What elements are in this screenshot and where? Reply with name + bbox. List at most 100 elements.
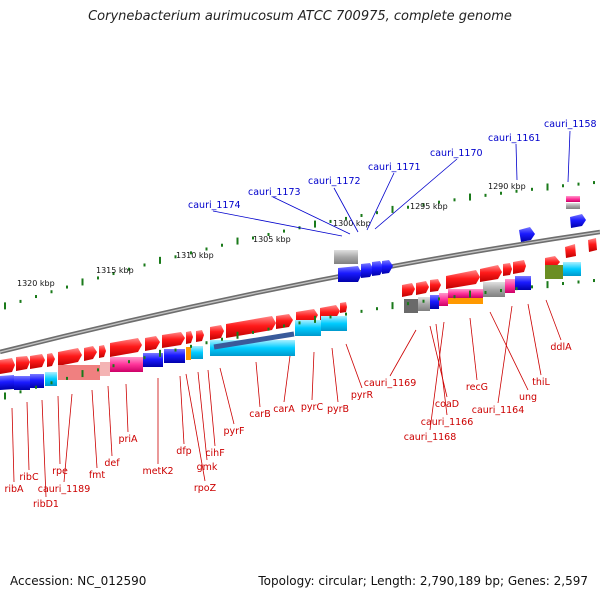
gene-arrow[interactable] [276,314,293,329]
gene-block[interactable] [45,372,57,386]
gene-block[interactable] [418,297,430,311]
gene-arrow[interactable] [162,332,185,348]
gene-arrow[interactable] [565,244,576,258]
gene-label[interactable]: cauri_1170 [430,148,483,159]
gene-arrow[interactable] [480,265,502,282]
gene-block[interactable] [30,374,44,388]
gene-label[interactable]: cauri_1171 [368,162,421,173]
gene-arrow[interactable] [30,354,45,369]
gene-label[interactable]: pyrC [301,402,324,413]
gene-arrow[interactable] [145,336,160,351]
gene-arrow[interactable] [186,331,193,344]
major-tick [159,349,161,357]
gene-block[interactable] [334,250,358,264]
gene-label[interactable]: cauri_1173 [248,187,301,198]
gene-block[interactable] [164,349,185,363]
gene-block[interactable] [58,365,100,380]
lower-leader-lines [11,299,562,498]
gene-label[interactable]: cauri_1172 [308,176,361,187]
upper-strand-genes [334,196,597,282]
gene-label[interactable]: carB [249,409,270,420]
gene-arrow[interactable] [402,283,415,297]
gene-label[interactable]: pyrR [351,390,374,401]
rrna-block[interactable] [321,316,347,331]
gene-block[interactable] [14,376,30,390]
gene-arrow[interactable] [519,227,535,242]
gene-label[interactable]: cauri_1166 [421,417,474,428]
gene-arrow[interactable] [430,279,441,292]
gene-arrow[interactable] [47,353,55,367]
gene-block[interactable] [430,295,439,309]
gene-block[interactable] [566,203,580,209]
major-tick [546,281,549,289]
gene-arrow[interactable] [588,238,597,252]
gene-block[interactable] [483,282,505,297]
gene-label[interactable]: def [104,458,120,469]
gene-arrow[interactable] [382,260,393,274]
gene-block[interactable] [0,375,14,390]
gene-arrow[interactable] [196,330,204,342]
gene-label[interactable]: carA [273,404,295,415]
gene-label[interactable]: cauri_1169 [364,378,417,389]
gene-arrow[interactable] [0,358,15,374]
gene-label[interactable]: ribD1 [33,499,59,510]
gene-arrow[interactable] [58,348,82,366]
gene-block[interactable] [505,279,515,293]
gene-label[interactable]: pyrF [223,426,244,437]
gene-arrow[interactable] [340,302,347,313]
gene-arrow[interactable] [99,345,106,358]
gene-label[interactable]: ribA [4,484,24,495]
gene-label[interactable]: cauri_1174 [188,200,241,211]
minor-tick [252,330,254,334]
gene-arrow[interactable] [503,263,512,276]
gene-block[interactable] [186,347,191,360]
gene-label[interactable]: recG [466,382,488,393]
gene-label[interactable]: cauri_1168 [404,432,457,443]
gene-block[interactable] [448,298,483,304]
gene-label[interactable]: ddlA [550,342,572,353]
gene-label[interactable]: gmk [197,462,218,473]
gene-label[interactable]: cauri_1158 [544,119,597,130]
gene-label[interactable]: ribC [19,472,39,483]
gene-arrow[interactable] [513,260,526,274]
gene-arrow[interactable] [226,316,276,338]
gene-label[interactable]: rpoZ [194,483,217,494]
gene-arrow[interactable] [416,281,429,295]
gene-arrow[interactable] [16,356,30,371]
gene-arrow[interactable] [570,214,586,228]
gene-label[interactable]: coaD [435,399,459,410]
gene-label[interactable]: cauri_1164 [472,405,525,416]
gene-arrow[interactable] [210,325,224,340]
gene-arrow[interactable] [110,338,142,357]
gene-block[interactable] [448,289,483,298]
gene-label[interactable]: ung [519,392,537,403]
gene-block[interactable] [143,353,163,367]
gene-label[interactable]: cauri_1161 [488,133,541,144]
gene-block[interactable] [566,196,580,202]
gene-block[interactable] [439,293,448,306]
gene-label[interactable]: thiL [532,377,550,388]
gene-label[interactable]: cihF [205,448,224,459]
gene-block[interactable] [515,276,531,290]
gene-block[interactable] [545,265,563,279]
gene-arrow[interactable] [361,263,374,278]
gene-block[interactable] [191,346,203,359]
gene-arrow[interactable] [338,266,362,282]
gene-block[interactable] [100,362,110,376]
gene-arrow[interactable] [84,346,97,361]
gene-label[interactable]: rpe [52,466,68,477]
gene-label[interactable]: cauri_1189 [38,484,91,495]
minor-tick [376,307,378,311]
gene-block[interactable] [404,299,418,313]
gene-label[interactable]: metK2 [142,466,173,477]
gene-label[interactable]: priA [118,434,138,445]
gene-block[interactable] [110,357,143,372]
gene-label[interactable]: pyrB [327,404,349,415]
gene-label[interactable]: fmt [89,470,106,481]
gene-arrow[interactable] [446,270,480,289]
gene-label[interactable]: dfp [176,446,191,457]
gene-block[interactable] [563,262,581,276]
gene-arrow[interactable] [372,261,384,276]
rrna-block[interactable] [295,320,321,336]
